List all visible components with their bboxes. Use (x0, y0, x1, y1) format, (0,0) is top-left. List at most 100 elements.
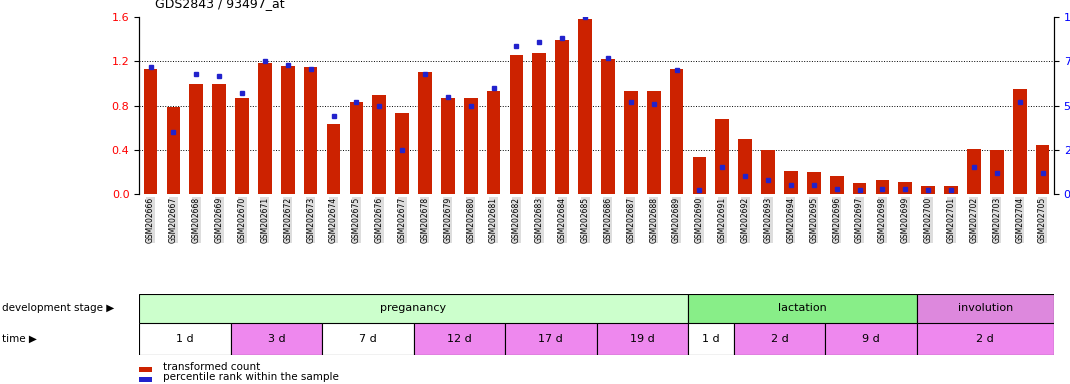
Text: GSM202696: GSM202696 (832, 197, 841, 243)
Bar (692, 157, 706, 194)
Text: 17 d: 17 d (538, 334, 563, 344)
Text: GSM202686: GSM202686 (603, 197, 612, 243)
Text: GSM202690: GSM202690 (694, 197, 704, 243)
Bar (395, 113, 409, 194)
Bar (1013, 89, 1026, 194)
Text: 9 d: 9 d (862, 334, 880, 344)
Text: GSM202695: GSM202695 (809, 197, 819, 243)
Bar (322, 323, 413, 355)
Bar (688, 323, 734, 355)
Text: GSM202698: GSM202698 (877, 197, 887, 243)
Bar (624, 91, 638, 194)
Bar (487, 91, 501, 194)
Bar (143, 69, 157, 194)
Bar (899, 182, 912, 194)
Bar (1036, 146, 1050, 194)
Text: GSM202693: GSM202693 (764, 197, 773, 243)
Bar (139, 294, 688, 323)
Bar (917, 294, 1054, 323)
Text: lactation: lactation (778, 303, 827, 313)
Bar (825, 323, 917, 355)
Text: GSM202670: GSM202670 (238, 197, 246, 243)
Text: 3 d: 3 d (268, 334, 285, 344)
Text: 2 d: 2 d (770, 334, 789, 344)
Bar (921, 186, 935, 194)
Text: GDS2843 / 93497_at: GDS2843 / 93497_at (155, 0, 285, 10)
Bar (235, 98, 249, 194)
Bar (647, 91, 660, 194)
Text: 2 d: 2 d (977, 334, 994, 344)
Bar (917, 323, 1054, 355)
Text: 1 d: 1 d (702, 334, 720, 344)
Text: GSM202671: GSM202671 (260, 197, 270, 243)
Bar (830, 176, 843, 194)
Bar (555, 40, 569, 194)
Bar (464, 98, 477, 194)
Bar (597, 323, 688, 355)
Bar (670, 69, 684, 194)
Bar (505, 323, 597, 355)
Bar (413, 323, 505, 355)
Text: GSM202705: GSM202705 (1038, 197, 1048, 243)
Text: GSM202667: GSM202667 (169, 197, 178, 243)
Text: GSM202701: GSM202701 (947, 197, 956, 243)
Text: 19 d: 19 d (630, 334, 655, 344)
Text: 12 d: 12 d (447, 334, 472, 344)
Text: preganancy: preganancy (381, 303, 446, 313)
Text: GSM202704: GSM202704 (1015, 197, 1024, 243)
Bar (734, 323, 825, 355)
Text: GSM202691: GSM202691 (718, 197, 727, 243)
Bar (990, 150, 1004, 194)
Text: transformed count: transformed count (163, 362, 260, 372)
Bar (231, 323, 322, 355)
Bar (189, 84, 203, 194)
Text: GSM202677: GSM202677 (398, 197, 407, 243)
Text: 1 d: 1 d (177, 334, 194, 344)
Text: GSM202669: GSM202669 (215, 197, 224, 243)
Bar (967, 149, 981, 194)
Bar (281, 66, 294, 194)
Bar (807, 172, 821, 194)
Bar (875, 180, 889, 194)
Text: GSM202672: GSM202672 (284, 197, 292, 243)
Text: GSM202699: GSM202699 (901, 197, 910, 243)
Bar (326, 124, 340, 194)
Bar (601, 59, 615, 194)
Text: involution: involution (958, 303, 1013, 313)
Text: GSM202675: GSM202675 (352, 197, 361, 243)
Text: GSM202703: GSM202703 (992, 197, 1002, 243)
Bar (688, 294, 917, 323)
Text: GSM202681: GSM202681 (489, 197, 499, 243)
Bar (167, 107, 180, 194)
Text: GSM202682: GSM202682 (511, 197, 521, 243)
Bar (304, 67, 318, 194)
Bar (372, 94, 386, 194)
Bar (139, 323, 231, 355)
Bar (944, 186, 958, 194)
Text: GSM202685: GSM202685 (581, 197, 590, 243)
Bar (784, 171, 798, 194)
Text: GSM202702: GSM202702 (969, 197, 978, 243)
Bar (258, 63, 272, 194)
Text: GSM202676: GSM202676 (374, 197, 384, 243)
Bar (738, 139, 752, 194)
Text: GSM202697: GSM202697 (855, 197, 865, 243)
Text: GSM202688: GSM202688 (649, 197, 658, 243)
Bar (533, 53, 546, 194)
Text: GSM202694: GSM202694 (786, 197, 795, 243)
Text: GSM202679: GSM202679 (443, 197, 453, 243)
Bar (350, 102, 363, 194)
Bar (761, 150, 775, 194)
Text: GSM202668: GSM202668 (192, 197, 201, 243)
Text: GSM202687: GSM202687 (626, 197, 636, 243)
Text: GSM202689: GSM202689 (672, 197, 682, 243)
Text: GSM202673: GSM202673 (306, 197, 316, 243)
Text: GSM202684: GSM202684 (557, 197, 567, 243)
Text: GSM202674: GSM202674 (328, 197, 338, 243)
Bar (578, 20, 592, 194)
Bar (853, 183, 867, 194)
Bar (509, 55, 523, 194)
Text: development stage ▶: development stage ▶ (2, 303, 114, 313)
Text: GSM202683: GSM202683 (535, 197, 544, 243)
Bar (441, 98, 455, 194)
